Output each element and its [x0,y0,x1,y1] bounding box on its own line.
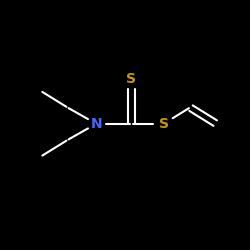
Text: S: S [126,72,136,86]
Text: N: N [90,117,102,131]
Text: S: S [159,117,169,131]
